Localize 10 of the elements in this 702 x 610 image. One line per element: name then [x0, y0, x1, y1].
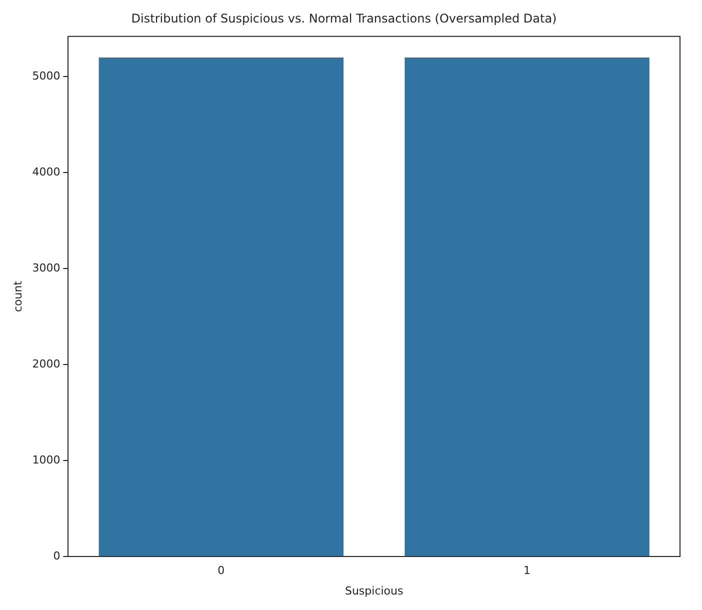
y-tick-label: 5000: [32, 70, 60, 83]
y-tick-label: 2000: [32, 358, 60, 371]
y-tick-label: 1000: [32, 453, 60, 466]
x-tick-label: 1: [524, 564, 531, 578]
y-tick-label: 4000: [32, 166, 60, 179]
y-tick-label: 3000: [32, 262, 60, 275]
y-axis-title: count: [11, 280, 24, 312]
chart-title: Distribution of Suspicious vs. Normal Transactions (Oversampled Data): [131, 11, 557, 26]
y-tick-label: 0: [53, 549, 60, 562]
x-axis-title: Suspicious: [344, 584, 404, 598]
